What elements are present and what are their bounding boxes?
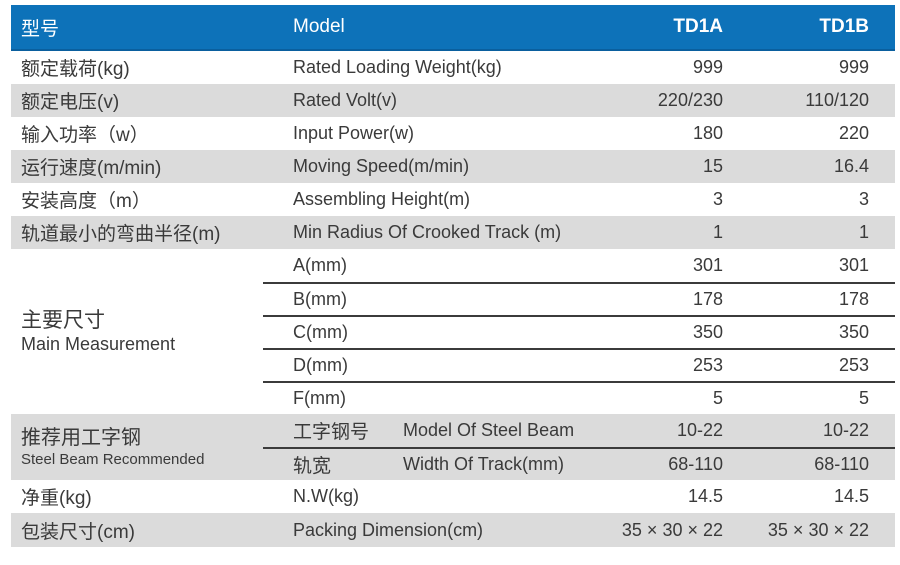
row-label-en: Assembling Height(m) bbox=[293, 189, 471, 209]
steel-beam-label-en: Steel Beam Recommended bbox=[21, 450, 205, 468]
measurement-label: C(mm) bbox=[293, 322, 348, 342]
cell-td1a: 3 bbox=[712, 189, 723, 209]
measurement-label: D(mm) bbox=[293, 355, 348, 375]
steel-row-label-cn: 轨宽 bbox=[293, 456, 332, 477]
row-label-cn: 净重(kg) bbox=[21, 488, 92, 509]
main-measurement-label: 主要尺寸 Main Measurement bbox=[11, 249, 263, 414]
cell-td1b: 220 bbox=[838, 123, 869, 143]
steel-beam-label-cn: 推荐用工字钢 bbox=[21, 426, 141, 449]
cell-td1a: 999 bbox=[692, 57, 723, 77]
spec-row: 轨道最小的弯曲半径(m) Min Radius Of Crooked Track … bbox=[11, 216, 895, 249]
cell-td1b: 5 bbox=[858, 388, 869, 408]
spec-row: 额定电压(v) Rated Volt(v) 220/230 110/120 bbox=[11, 84, 895, 117]
cell-td1a: 15 bbox=[702, 156, 723, 176]
steel-beam-row: 工字钢号 Model Of Steel Beam 10-22 10-22 bbox=[263, 414, 895, 447]
cell-td1b: 14.5 bbox=[833, 486, 869, 506]
row-label-cn: 安装高度（m） bbox=[21, 191, 151, 212]
row-label-en: Min Radius Of Crooked Track (m) bbox=[293, 222, 562, 242]
spec-row: 包装尺寸(cm) Packing Dimension(cm) 35 × 30 × 2… bbox=[11, 513, 895, 547]
measurement-row: C(mm) 350 350 bbox=[263, 315, 895, 348]
row-label-cn: 额定电压(v) bbox=[21, 92, 120, 113]
steel-beam-row: 轨宽 Width Of Track(mm) 68-110 68-110 bbox=[263, 447, 895, 480]
cell-td1a: 301 bbox=[692, 255, 723, 275]
steel-row-label-en: Model Of Steel Beam bbox=[403, 420, 575, 440]
cell-td1a: 10-22 bbox=[676, 420, 723, 440]
row-label-en: N.W(kg) bbox=[293, 486, 359, 506]
row-label-en: Packing Dimension(cm) bbox=[293, 519, 484, 540]
cell-td1a: 35 × 30 × 22 bbox=[621, 519, 723, 540]
measurement-row: A(mm) 301 301 bbox=[263, 249, 895, 282]
header-model-cn: 型号 bbox=[21, 18, 60, 40]
cell-td1b: 178 bbox=[838, 289, 869, 309]
row-label-cn: 轨道最小的弯曲半径(m) bbox=[21, 224, 221, 245]
cell-td1b: 110/120 bbox=[805, 90, 869, 110]
steel-beam-label: 推荐用工字钢 Steel Beam Recommended bbox=[11, 414, 263, 480]
cell-td1b: 16.4 bbox=[833, 156, 869, 176]
header-model-en: Model bbox=[293, 16, 345, 37]
row-label-cn: 额定载荷(kg) bbox=[21, 59, 130, 80]
measurement-row: D(mm) 253 253 bbox=[263, 348, 895, 381]
table-header-row: 型号 Model TD1A TD1B bbox=[11, 5, 895, 51]
cell-td1a: 14.5 bbox=[687, 486, 723, 506]
spec-row: 运行速度(m/min) Moving Speed(m/min) 15 16.4 bbox=[11, 150, 895, 183]
spec-rows: 额定载荷(kg) Rated Loading Weight(kg) 999 999 额定… bbox=[11, 51, 895, 249]
cell-td1b: 3 bbox=[858, 189, 869, 209]
spec-row: 额定载荷(kg) Rated Loading Weight(kg) 999 999 bbox=[11, 51, 895, 84]
row-label-cn: 运行速度(m/min) bbox=[21, 158, 162, 179]
spec-row: 输入功率（w） Input Power(w) 180 220 bbox=[11, 117, 895, 150]
cell-td1b: 68-110 bbox=[814, 454, 869, 474]
cell-td1b: 1 bbox=[858, 222, 869, 242]
measurement-row: F(mm) 5 5 bbox=[263, 381, 895, 414]
header-column-td1a: TD1A bbox=[673, 16, 723, 37]
cell-td1a: 5 bbox=[712, 388, 723, 408]
measurement-label: B(mm) bbox=[293, 289, 347, 309]
cell-td1a: 178 bbox=[692, 289, 723, 309]
steel-beam-rows: 工字钢号 Model Of Steel Beam 10-22 10-22 轨宽 Width… bbox=[263, 414, 895, 480]
row-label-en: Rated Loading Weight(kg) bbox=[293, 57, 502, 77]
cell-td1a: 253 bbox=[692, 355, 723, 375]
row-label-en: Moving Speed(m/min) bbox=[293, 156, 470, 176]
spec-row: 净重(kg) N.W(kg) 14.5 14.5 bbox=[11, 480, 895, 513]
cell-td1a: 180 bbox=[692, 123, 723, 143]
cell-td1a: 220/230 bbox=[657, 90, 723, 110]
cell-td1a: 1 bbox=[712, 222, 723, 242]
main-measurement-rows: A(mm) 301 301 B(mm) 178 178 C(mm) 350 350 D(mm) 25… bbox=[263, 249, 895, 414]
cell-td1a: 68-110 bbox=[668, 454, 723, 474]
row-label-cn: 包装尺寸(cm) bbox=[21, 521, 135, 543]
spec-row: 安装高度（m） Assembling Height(m) 3 3 bbox=[11, 183, 895, 216]
cell-td1b: 350 bbox=[838, 322, 869, 342]
cell-td1a: 350 bbox=[692, 322, 723, 342]
measurement-row: B(mm) 178 178 bbox=[263, 282, 895, 315]
steel-row-label-cn: 工字钢号 bbox=[293, 422, 370, 443]
steel-row-label-en: Width Of Track(mm) bbox=[403, 454, 564, 474]
main-measurement-section: 主要尺寸 Main Measurement A(mm) 301 301 B(mm) 17… bbox=[11, 249, 895, 414]
cell-td1b: 10-22 bbox=[822, 420, 869, 440]
row-label-cn: 输入功率（w） bbox=[21, 125, 149, 146]
cell-td1b: 253 bbox=[838, 355, 869, 375]
header-column-td1b: TD1B bbox=[819, 16, 869, 37]
cell-td1b: 35 × 30 × 22 bbox=[767, 519, 869, 540]
cell-td1b: 999 bbox=[838, 57, 869, 77]
main-measurement-label-en: Main Measurement bbox=[21, 333, 176, 354]
spec-table: 型号 Model TD1A TD1B 额定载荷(kg) Rated Loading… bbox=[11, 5, 895, 547]
cell-td1b: 301 bbox=[838, 255, 869, 275]
measurement-label: F(mm) bbox=[293, 388, 346, 408]
measurement-label: A(mm) bbox=[293, 255, 347, 275]
main-measurement-label-cn: 主要尺寸 bbox=[21, 308, 105, 332]
steel-beam-section: 推荐用工字钢 Steel Beam Recommended 工字钢号 Model … bbox=[11, 414, 895, 480]
row-label-en: Input Power(w) bbox=[293, 123, 415, 143]
row-label-en: Rated Volt(v) bbox=[293, 90, 398, 110]
bottom-rows: 净重(kg) N.W(kg) 14.5 14.5 包装尺寸(cm) Packing Dim… bbox=[11, 480, 895, 547]
